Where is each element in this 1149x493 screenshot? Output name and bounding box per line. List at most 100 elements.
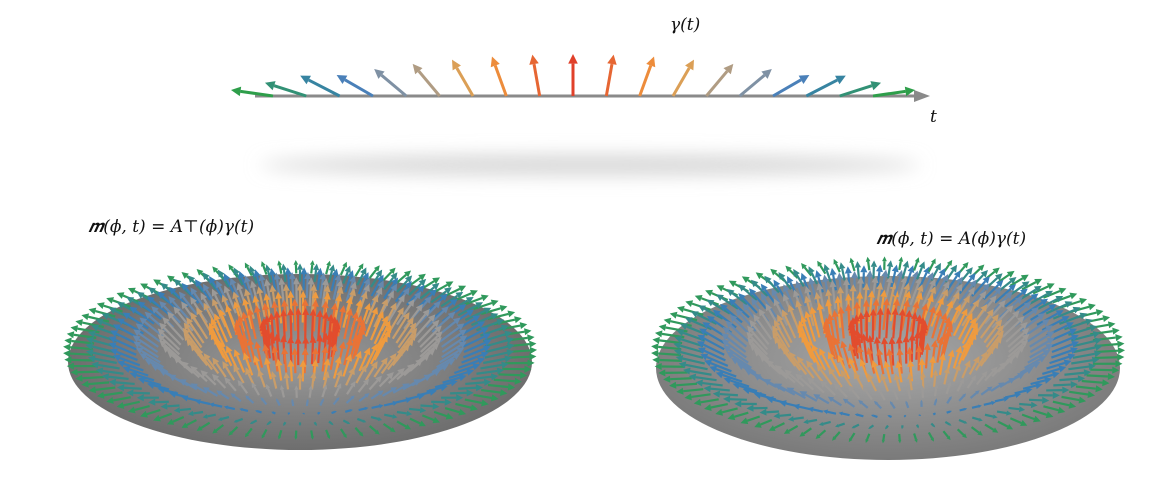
arrow-shaft xyxy=(272,376,278,389)
arrow-head xyxy=(889,282,897,290)
arrow-head xyxy=(377,280,384,289)
arrow-head xyxy=(882,256,887,262)
arrow-head xyxy=(496,367,505,375)
arrow-shaft xyxy=(396,367,410,381)
arrow-shaft xyxy=(383,402,394,407)
arrow-head xyxy=(336,369,343,377)
arrow-head xyxy=(675,355,684,362)
arrow-head xyxy=(217,269,225,278)
arrow-head xyxy=(196,268,204,276)
arrow-head xyxy=(947,349,955,358)
arrow-shaft xyxy=(710,387,730,392)
arrow-head xyxy=(777,314,784,323)
arrow-shaft xyxy=(957,347,967,365)
arrow-head xyxy=(862,282,870,291)
arrow-head xyxy=(364,406,369,411)
arrow-shaft xyxy=(71,339,95,345)
arrow-shaft xyxy=(1051,343,1073,354)
arrow-shaft xyxy=(846,400,856,408)
arrow-head xyxy=(387,290,394,299)
arrow-shaft xyxy=(722,373,743,383)
arrow-shaft xyxy=(604,63,614,97)
arrow-head xyxy=(746,331,754,340)
arrow-shaft xyxy=(430,290,447,304)
arrow-head xyxy=(1021,327,1030,336)
arrow-head xyxy=(1033,285,1042,293)
arrow-shaft xyxy=(138,332,159,348)
arrow-shaft xyxy=(167,404,180,408)
arrow-shaft xyxy=(532,63,542,97)
arrow-head xyxy=(405,397,412,403)
arrow-head xyxy=(380,357,388,366)
arrow-shaft xyxy=(305,401,309,407)
arrow-shaft xyxy=(808,345,821,367)
arrow-head xyxy=(153,279,162,286)
arrow-shaft xyxy=(1075,385,1096,390)
arrow-head xyxy=(389,427,396,433)
arrow-shaft xyxy=(321,307,327,333)
arrow-head xyxy=(898,439,902,444)
arrow-head xyxy=(723,63,734,75)
arrow-shaft xyxy=(868,297,873,323)
arrow-head xyxy=(359,432,364,437)
arrow-shaft xyxy=(946,281,960,302)
arrow-shaft xyxy=(102,369,124,375)
arrow-shaft xyxy=(779,413,792,417)
arrow-head xyxy=(447,358,456,366)
arrow-head xyxy=(110,348,118,356)
arrow-head xyxy=(296,263,304,270)
arrow-head xyxy=(247,338,255,347)
arrow-head xyxy=(377,417,383,421)
arrow-head xyxy=(445,281,454,288)
arrow-shaft xyxy=(391,317,407,340)
arrow-head xyxy=(181,282,189,291)
arrow-shaft xyxy=(370,280,382,297)
arrow-head xyxy=(241,334,249,343)
arrow-shaft xyxy=(721,297,739,310)
arrow-head xyxy=(866,347,874,355)
arrow-head xyxy=(271,345,279,354)
arrow-shaft xyxy=(287,412,291,415)
arrow-shaft xyxy=(885,314,889,339)
arrow-head xyxy=(323,284,331,293)
arrow-shaft xyxy=(293,305,297,331)
arrow-head xyxy=(417,393,425,400)
arrow-head xyxy=(428,314,436,322)
arrow-shaft xyxy=(137,338,159,353)
arrow-shaft xyxy=(888,355,894,375)
arrow-shaft xyxy=(330,275,337,292)
arrow-head xyxy=(157,334,166,342)
arrow-head xyxy=(955,283,963,292)
arrow-head xyxy=(202,272,210,280)
arrow-head xyxy=(279,384,285,390)
arrow-head xyxy=(233,364,240,373)
arrow-head xyxy=(919,371,926,378)
arrow-head xyxy=(144,358,153,366)
arrow-shaft xyxy=(128,315,149,330)
arrow-head xyxy=(431,282,440,291)
arrow-head xyxy=(669,381,677,389)
arrow-shaft xyxy=(1043,405,1059,412)
arrow-shaft xyxy=(140,326,161,343)
arrow-shaft xyxy=(199,353,213,371)
arrow-shaft xyxy=(462,335,485,348)
arrow-shaft xyxy=(332,280,339,300)
arrow-head xyxy=(1037,313,1045,321)
arrow-shaft xyxy=(262,429,268,436)
arrow-head xyxy=(914,257,920,263)
arrow-head xyxy=(490,313,499,320)
arrow-shaft xyxy=(266,270,273,283)
arrow-head xyxy=(311,299,319,307)
arrow-shaft xyxy=(242,408,249,413)
arrow-shaft xyxy=(984,423,995,431)
arrow-head xyxy=(1107,372,1115,381)
arrow-head xyxy=(796,356,804,364)
arrow-head xyxy=(930,258,936,265)
arrow-shaft xyxy=(313,269,318,282)
arrow-head xyxy=(938,352,946,361)
arrow-head xyxy=(931,339,939,348)
arrow-shaft xyxy=(426,386,442,393)
arrow-head xyxy=(799,431,806,437)
arrow-head xyxy=(891,307,899,315)
arrow-head xyxy=(923,266,930,275)
